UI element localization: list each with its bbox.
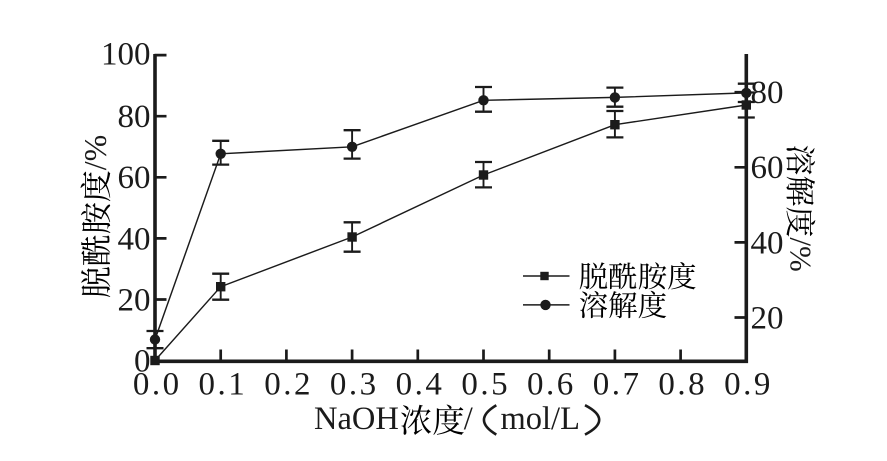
svg-text:100: 100 <box>101 37 151 73</box>
svg-text:NaOH: NaOH <box>314 401 399 437</box>
svg-text:0.4: 0.4 <box>396 366 445 402</box>
svg-text:0.7: 0.7 <box>593 366 642 402</box>
svg-text:20: 20 <box>118 282 151 318</box>
svg-text:/: / <box>464 401 474 437</box>
svg-text:80: 80 <box>118 99 151 135</box>
svg-text:0.0: 0.0 <box>133 366 182 402</box>
svg-text:60: 60 <box>751 150 784 186</box>
svg-text:0.3: 0.3 <box>330 366 379 402</box>
svg-text:0.1: 0.1 <box>199 366 248 402</box>
svg-text:0.5: 0.5 <box>461 366 510 402</box>
svg-text:40: 40 <box>118 221 151 257</box>
svg-text:0.6: 0.6 <box>527 366 576 402</box>
svg-text:0.2: 0.2 <box>264 366 313 402</box>
svg-text:0.8: 0.8 <box>658 366 707 402</box>
svg-text:/%: /% <box>77 135 113 171</box>
svg-text:20: 20 <box>751 300 784 336</box>
svg-text:mol/L: mol/L <box>501 401 580 437</box>
svg-text:60: 60 <box>118 160 151 196</box>
svg-text:80: 80 <box>751 75 784 111</box>
svg-text:0: 0 <box>134 343 151 379</box>
svg-text:0.9: 0.9 <box>724 366 773 402</box>
svg-text:40: 40 <box>751 225 784 261</box>
svg-text:/%: /% <box>783 237 818 271</box>
